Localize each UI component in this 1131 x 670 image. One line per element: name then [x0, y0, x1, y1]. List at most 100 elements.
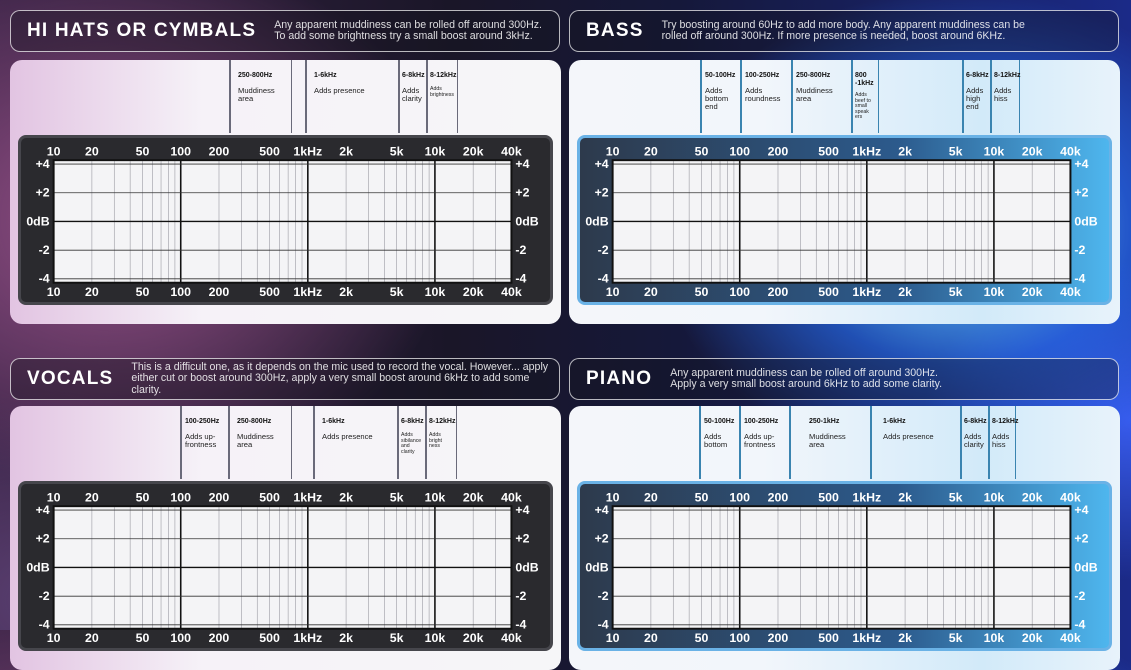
band-note: 100-250Hz Adds roundness [740, 60, 791, 133]
freq-tick-label: 2k [339, 631, 353, 645]
freq-tick-label: 1kHz [293, 145, 322, 159]
freq-tick-label: 10 [606, 631, 620, 645]
band-note: 100-250Hz Adds up- frontness [180, 406, 228, 479]
band-desc: Muddiness area [237, 432, 274, 449]
freq-tick-label: 20k [1022, 285, 1043, 299]
band-note: 250-1kHz Muddiness area [789, 406, 870, 479]
gain-tick-label: -4 [598, 618, 609, 632]
gain-tick-label: 0dB [585, 214, 609, 228]
band-desc: Adds high end [966, 86, 984, 111]
band-desc: Muddiness area [238, 86, 275, 103]
freq-tick-label: 40k [1060, 285, 1081, 299]
freq-tick-label: 40k [501, 631, 522, 645]
freq-tick-label: 5k [949, 285, 963, 299]
band-range: 1-6kHz [314, 72, 337, 79]
freq-tick-label: 200 [768, 145, 789, 159]
freq-tick-label: 20 [85, 631, 99, 645]
band-note: 100-250Hz Adds up- frontness [739, 406, 789, 479]
gain-tick-label: -2 [1074, 589, 1085, 603]
band-desc: Adds up- frontness [185, 432, 217, 449]
band-desc: Adds clarity [402, 86, 422, 103]
freq-tick-label: 2k [339, 145, 353, 159]
section-title: HI HATS OR CYMBALS [27, 20, 257, 41]
gain-tick-label: +2 [1074, 186, 1088, 200]
freq-tick-label: 500 [259, 145, 280, 159]
freq-tick-label: 10 [606, 145, 620, 159]
freq-tick-label: 10 [47, 285, 61, 299]
gain-tick-label: +4 [1074, 157, 1088, 171]
eq-grid: 10 10 20 20 50 50 100 100 200 200 500 500 1kHz 1kHz 2k… [26, 491, 539, 646]
freq-tick-label: 20 [644, 285, 658, 299]
band-range: 8-12kHz [994, 72, 1021, 79]
gain-tick-label: -4 [1074, 272, 1085, 286]
freq-tick-label: 1kHz [293, 631, 322, 645]
freq-tick-label: 5k [390, 145, 404, 159]
band-note: 250-800Hz Muddiness area [791, 60, 851, 133]
freq-tick-label: 500 [818, 145, 839, 159]
freq-tick-label: 20 [85, 285, 99, 299]
band-desc: Adds beef to small speak ers [855, 92, 871, 121]
gain-tick-label: +2 [36, 186, 50, 200]
eq-card-piano: 50-100Hz Adds bottom 100-250Hz Adds up- … [569, 406, 1120, 670]
freq-tick-label: 100 [729, 631, 750, 645]
freq-tick-label: 50 [695, 285, 709, 299]
gain-tick-label: -4 [515, 618, 526, 632]
freq-tick-label: 10k [984, 285, 1005, 299]
band-desc: Adds presence [883, 432, 934, 441]
freq-tick-label: 50 [695, 491, 709, 505]
gain-tick-label: -2 [39, 243, 50, 257]
gain-tick-label: -4 [515, 272, 526, 286]
freq-tick-label: 20k [1022, 631, 1043, 645]
freq-tick-label: 20k [463, 285, 484, 299]
section-title: BASS [586, 20, 644, 41]
band-range: 50-100Hz [704, 418, 735, 425]
band-note: 800 -1kHz Adds beef to small speak ers [851, 60, 879, 133]
band-range: 8-12kHz [992, 418, 1019, 425]
freq-tick-label: 500 [259, 285, 280, 299]
gain-tick-label: +4 [36, 157, 50, 171]
eq-grid: 10 10 20 20 50 50 100 100 200 200 500 500 1kHz 1kHz 2k… [585, 491, 1098, 646]
freq-tick-label: 2k [898, 145, 912, 159]
gain-tick-label: 0dB [1074, 560, 1098, 574]
freq-tick-label: 10 [47, 631, 61, 645]
band-note: 50-100Hz Adds bottom end [700, 60, 740, 133]
band-note: 6-8kHz Adds high end [962, 60, 990, 133]
gain-tick-label: -4 [39, 618, 50, 632]
band-note: 8-12kHz Adds bright ness [425, 406, 457, 479]
eq-grid: 10 10 20 20 50 50 100 100 200 200 500 500 1kHz 1kHz 2k… [585, 145, 1098, 300]
band-note: 1-6kHz Adds presence [313, 406, 397, 479]
freq-tick-label: 10k [425, 491, 446, 505]
gain-tick-label: +2 [1074, 532, 1088, 546]
freq-tick-label: 10 [606, 285, 620, 299]
freq-tick-label: 200 [768, 491, 789, 505]
freq-tick-label: 50 [136, 145, 150, 159]
freq-tick-label: 500 [259, 491, 280, 505]
band-desc: Adds up- frontness [744, 432, 776, 449]
freq-tick-label: 2k [898, 285, 912, 299]
freq-tick-label: 40k [1060, 145, 1081, 159]
freq-tick-label: 100 [170, 285, 191, 299]
band-range: 100-250Hz [185, 418, 220, 425]
band-range: 100-250Hz [745, 72, 780, 79]
freq-tick-label: 500 [818, 491, 839, 505]
freq-tick-label: 10k [425, 631, 446, 645]
freq-tick-label: 10k [425, 145, 446, 159]
band-range: 250-1kHz [809, 418, 840, 425]
grid-frame [52, 505, 513, 630]
gain-tick-label: 0dB [515, 214, 539, 228]
freq-tick-label: 40k [501, 491, 522, 505]
gain-tick-label: +2 [36, 532, 50, 546]
section-description: This is a difficult one, as it depends o… [131, 360, 549, 396]
section-description: Try boosting around 60Hz to add more bod… [661, 18, 1025, 42]
band-note: 6-8kHz Adds clarity [398, 60, 426, 133]
freq-tick-label: 40k [501, 145, 522, 159]
grid-frame [611, 159, 1072, 284]
freq-tick-label: 1kHz [852, 491, 881, 505]
freq-tick-label: 20 [644, 631, 658, 645]
grid-frame [52, 159, 513, 284]
band-range: 1-6kHz [883, 418, 906, 425]
freq-tick-label: 50 [136, 631, 150, 645]
band-desc: Adds bottom end [705, 86, 729, 111]
freq-tick-label: 200 [209, 285, 230, 299]
band-desc: Muddiness area [796, 86, 833, 103]
